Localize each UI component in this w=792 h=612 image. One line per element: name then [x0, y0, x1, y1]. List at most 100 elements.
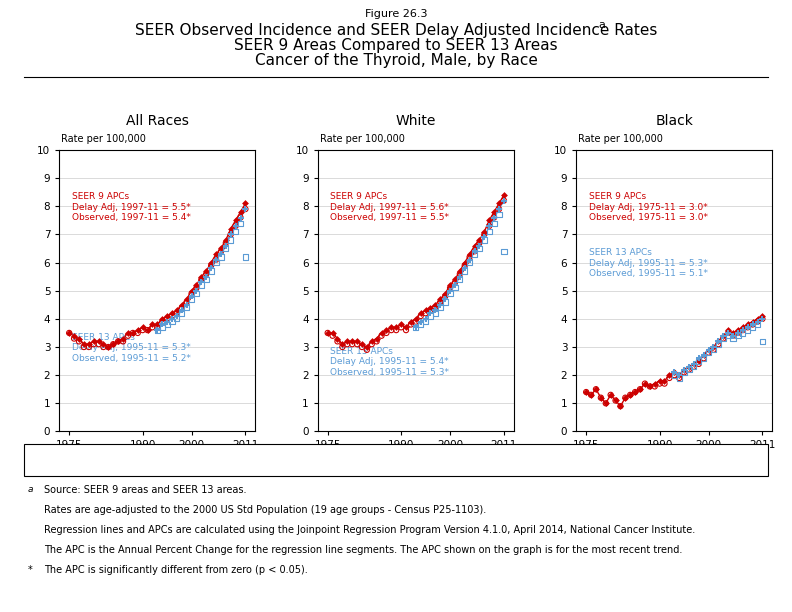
Point [346, 339, 359, 349]
Point [673, 373, 686, 383]
Point [419, 317, 432, 327]
Point [161, 314, 173, 324]
Text: SEER 9 Observed Incidence: SEER 9 Observed Incidence [241, 455, 395, 465]
Point [151, 323, 164, 332]
Point [727, 331, 740, 341]
Point [756, 314, 769, 324]
Point [156, 317, 169, 327]
Point [692, 353, 705, 363]
Point [473, 235, 485, 245]
Point [658, 376, 671, 386]
Point [185, 294, 198, 304]
Point [429, 308, 442, 318]
Point [425, 305, 437, 315]
Point [425, 311, 437, 321]
Point [663, 370, 676, 380]
Point [351, 339, 364, 349]
Point [609, 395, 622, 405]
Point [414, 308, 427, 318]
Point [112, 337, 124, 346]
Point [146, 319, 158, 329]
Point [746, 323, 759, 332]
Point [230, 221, 242, 231]
Text: Regression lines and APCs are calculated using the Joinpoint Regression Program : Regression lines and APCs are calculated… [44, 525, 695, 535]
Point [751, 319, 763, 329]
Point [185, 291, 198, 301]
Point [181, 294, 193, 304]
Point [493, 204, 505, 214]
Point [600, 398, 612, 408]
Point [678, 365, 691, 375]
Point [732, 328, 744, 338]
Point [107, 339, 120, 349]
Point [678, 367, 691, 377]
Point [127, 328, 139, 338]
Point [215, 249, 227, 259]
Point [375, 331, 388, 341]
Point [478, 226, 491, 236]
Point [703, 345, 715, 355]
Point [746, 319, 759, 329]
Point [463, 255, 476, 264]
Point [473, 241, 485, 250]
Point [463, 258, 476, 267]
Point [604, 390, 617, 400]
Point [434, 297, 447, 307]
Point [444, 286, 456, 296]
Point [493, 210, 505, 220]
Point [239, 198, 252, 208]
Point [176, 300, 188, 310]
Point [756, 337, 769, 346]
Point [82, 342, 95, 352]
Point [195, 272, 208, 282]
Text: Rate per 100,000: Rate per 100,000 [61, 134, 147, 144]
Point [141, 325, 154, 335]
Point [697, 353, 710, 363]
Point [722, 325, 734, 335]
Point [717, 334, 729, 343]
Point [478, 230, 491, 239]
Point [68, 334, 81, 343]
Point [170, 314, 183, 324]
Point [488, 212, 501, 222]
Point [439, 294, 451, 304]
Point [429, 303, 442, 313]
Point [493, 198, 505, 208]
Point [707, 342, 720, 352]
Point [176, 305, 188, 315]
Point [454, 269, 466, 278]
Point [73, 334, 86, 343]
Point [63, 328, 75, 338]
Point [326, 331, 339, 341]
Point [732, 325, 744, 335]
Point [673, 370, 686, 380]
Point [224, 235, 237, 245]
Point [219, 238, 232, 248]
Point [360, 342, 373, 352]
Point [751, 317, 763, 327]
Point [371, 337, 383, 346]
Point [722, 328, 734, 338]
Point [692, 359, 705, 369]
Point [331, 337, 344, 346]
Point [419, 308, 432, 318]
Point [741, 323, 754, 332]
Point [151, 325, 164, 335]
Point [434, 303, 447, 313]
Point [488, 207, 501, 217]
Title: Black: Black [655, 114, 693, 128]
Text: SEER 9 APCs
Delay Adj, 1975-11 = 3.0*
Observed, 1975-11 = 3.0*: SEER 9 APCs Delay Adj, 1975-11 = 3.0* Ob… [588, 192, 707, 222]
Point [400, 325, 413, 335]
Point [703, 348, 715, 357]
Point [732, 331, 744, 341]
Point [468, 247, 481, 256]
Point [634, 384, 646, 394]
Point [205, 266, 218, 276]
Point [87, 339, 100, 349]
Point [127, 328, 139, 338]
Point [683, 362, 695, 371]
Point [459, 263, 471, 273]
Point [224, 224, 237, 234]
Point [112, 337, 124, 346]
Point [668, 367, 680, 377]
